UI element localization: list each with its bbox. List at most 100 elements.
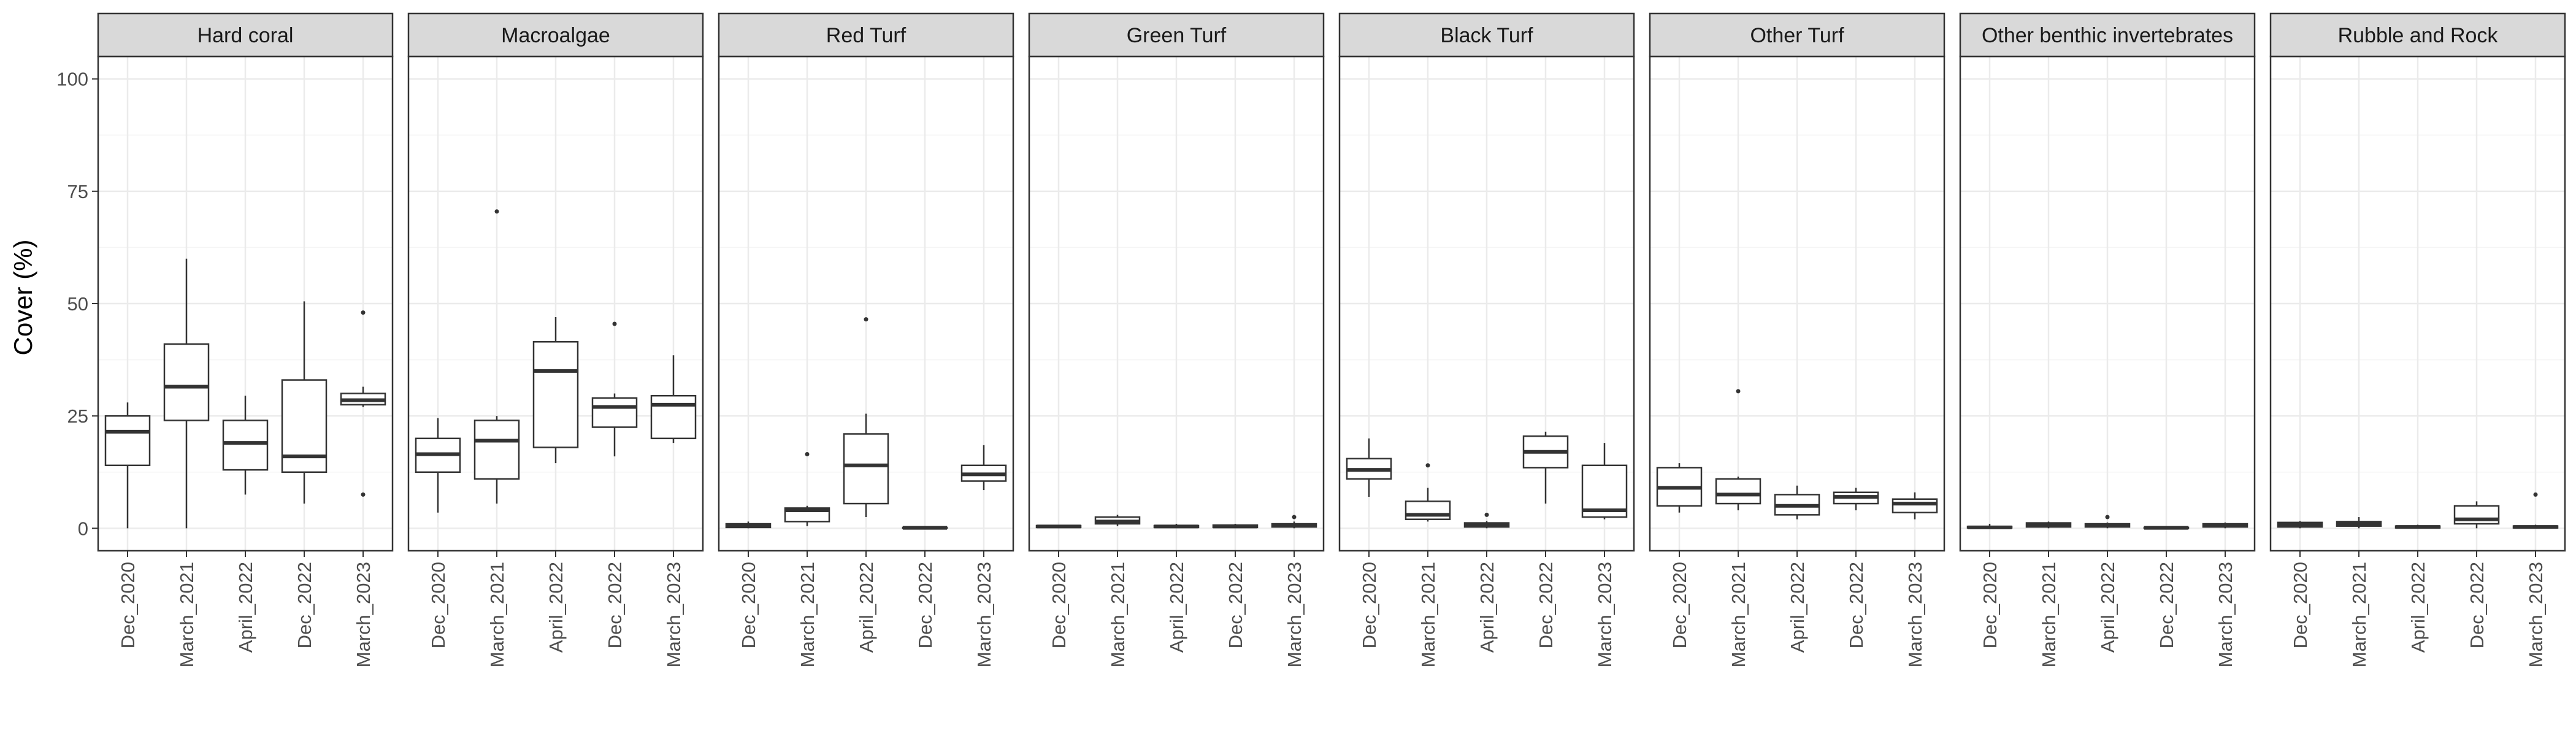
facet-panel: Other Turf Dec_2020 March_2021 April_2022 De… xyxy=(1649,12,1945,667)
box-iqr xyxy=(1715,478,1761,505)
outlier-point xyxy=(1425,463,1430,468)
x-tick-label: Dec_2022 xyxy=(1846,562,1867,648)
box-March_2021 xyxy=(473,209,520,504)
x-tick-label: March_2021 xyxy=(1417,562,1439,667)
box-April_2022 xyxy=(532,316,579,464)
x-tick-label: Dec_2022 xyxy=(2466,562,2488,648)
box-March_2023 xyxy=(650,355,697,443)
x-tick-label: April_2022 xyxy=(2407,562,2429,653)
outlier-point xyxy=(2533,492,2538,497)
x-tick-label: March_2021 xyxy=(797,562,818,667)
x-tick-label: March_2023 xyxy=(1284,562,1305,667)
x-tick-label: Dec_2022 xyxy=(294,562,315,648)
box-Dec_2022 xyxy=(1833,488,1879,511)
box-April_2022 xyxy=(1774,485,1820,519)
box-iqr xyxy=(532,341,579,448)
box-Dec_2022 xyxy=(281,301,328,504)
box-March_2021 xyxy=(1094,515,1141,526)
x-tick-label: Dec_2022 xyxy=(604,562,626,648)
outlier-point xyxy=(361,492,366,497)
facet-panel: Black Turf Dec_2020 March_2021 April_2022 De… xyxy=(1338,12,1635,667)
facet-panel: Macroalgae Dec_2020 March_2021 April_2022 De… xyxy=(407,12,704,667)
x-tick-label: April_2022 xyxy=(1166,562,1187,653)
box-March_2021 xyxy=(1405,463,1451,522)
y-tick-label: 25 xyxy=(67,405,88,427)
box-iqr xyxy=(473,420,520,480)
box-iqr xyxy=(163,343,210,421)
box-Dec_2020 xyxy=(104,402,151,529)
box-Dec_2022 xyxy=(1212,524,1259,529)
facet-strip xyxy=(2269,12,2566,58)
outlier-point xyxy=(1484,512,1489,517)
x-tick-label: April_2022 xyxy=(1476,562,1498,653)
x-tick-label: March_2021 xyxy=(2348,562,2370,667)
x-tick-label: April_2022 xyxy=(1787,562,1808,653)
x-tick-label: Dec_2020 xyxy=(1669,562,1690,648)
box-April_2022 xyxy=(1463,512,1510,529)
outlier-point xyxy=(361,310,366,315)
box-April_2022 xyxy=(222,396,269,495)
facet-strip-label: Red Turf xyxy=(826,24,907,47)
box-March_2023 xyxy=(1581,443,1628,519)
x-tick-label: March_2023 xyxy=(353,562,374,667)
box-Dec_2020 xyxy=(1035,524,1082,529)
x-tick-label: March_2021 xyxy=(176,562,197,667)
y-axis-title: Cover (%) xyxy=(9,239,37,355)
box-March_2021 xyxy=(2336,517,2382,529)
box-Dec_2020 xyxy=(415,418,461,513)
box-April_2022 xyxy=(2394,524,2441,529)
box-March_2023 xyxy=(2202,522,2248,529)
box-iqr xyxy=(104,415,151,467)
box-iqr xyxy=(1581,464,1628,518)
facet-strip-label: Hard coral xyxy=(197,24,294,47)
box-Dec_2022 xyxy=(902,526,948,530)
box-March_2021 xyxy=(163,258,210,529)
box-Dec_2022 xyxy=(2143,526,2190,530)
y-tick-label: 0 xyxy=(78,518,88,539)
y-tick-label: 75 xyxy=(67,181,88,202)
box-March_2023 xyxy=(340,310,386,497)
facet-strip xyxy=(97,12,394,58)
y-axis: 0 25 50 75 100 xyxy=(56,69,98,539)
x-tick-label: Dec_2022 xyxy=(1535,562,1557,648)
x-tick-label: March_2023 xyxy=(2215,562,2236,667)
x-tick-label: April_2022 xyxy=(2097,562,2118,653)
x-tick-label: Dec_2020 xyxy=(738,562,759,648)
x-tick-label: March_2021 xyxy=(486,562,508,667)
box-April_2022 xyxy=(2084,515,2131,529)
x-tick-label: March_2021 xyxy=(1728,562,1749,667)
x-tick-label: Dec_2022 xyxy=(1225,562,1246,648)
x-tick-label: Dec_2020 xyxy=(117,562,139,648)
x-tick-label: Dec_2020 xyxy=(1979,562,2001,648)
outlier-point xyxy=(2105,515,2110,519)
x-tick-label: Dec_2020 xyxy=(427,562,449,648)
x-tick-label: Dec_2020 xyxy=(1359,562,1380,648)
facet-panel: Red Turf Dec_2020 March_2021 April_2022 Dec_… xyxy=(718,12,1014,667)
box-iqr xyxy=(843,433,889,505)
box-iqr xyxy=(281,379,328,473)
outlier-point xyxy=(805,451,810,456)
facet-strip-label: Rubble and Rock xyxy=(2338,24,2499,47)
x-tick-label: Dec_2022 xyxy=(2156,562,2177,648)
facet-strip xyxy=(1649,12,1945,58)
box-Dec_2022 xyxy=(591,321,638,457)
facet-panel: Other benthic invertebrates Dec_2020 March… xyxy=(1959,12,2256,667)
box-Dec_2020 xyxy=(1966,524,2013,529)
box-Dec_2022 xyxy=(1522,431,1569,504)
facet-strip-label: Other Turf xyxy=(1750,24,1844,47)
box-Dec_2020 xyxy=(1656,463,1703,513)
box-April_2022 xyxy=(843,317,889,518)
facet-strip-label: Other benthic invertebrates xyxy=(1982,24,2233,47)
facet-strip xyxy=(1028,12,1325,58)
facet-strip xyxy=(718,12,1014,58)
facet-strip-label: Black Turf xyxy=(1440,24,1533,47)
outlier-point xyxy=(864,317,868,322)
facet-panel: Rubble and Rock Dec_2020 March_2021 April_2… xyxy=(2269,12,2566,667)
outlier-point xyxy=(1292,515,1297,519)
facet-strip xyxy=(1959,12,2256,58)
x-tick-label: March_2023 xyxy=(663,562,684,667)
x-tick-label: Dec_2020 xyxy=(1048,562,1070,648)
y-tick-label: 50 xyxy=(67,293,88,315)
x-tick-label: April_2022 xyxy=(235,562,256,653)
